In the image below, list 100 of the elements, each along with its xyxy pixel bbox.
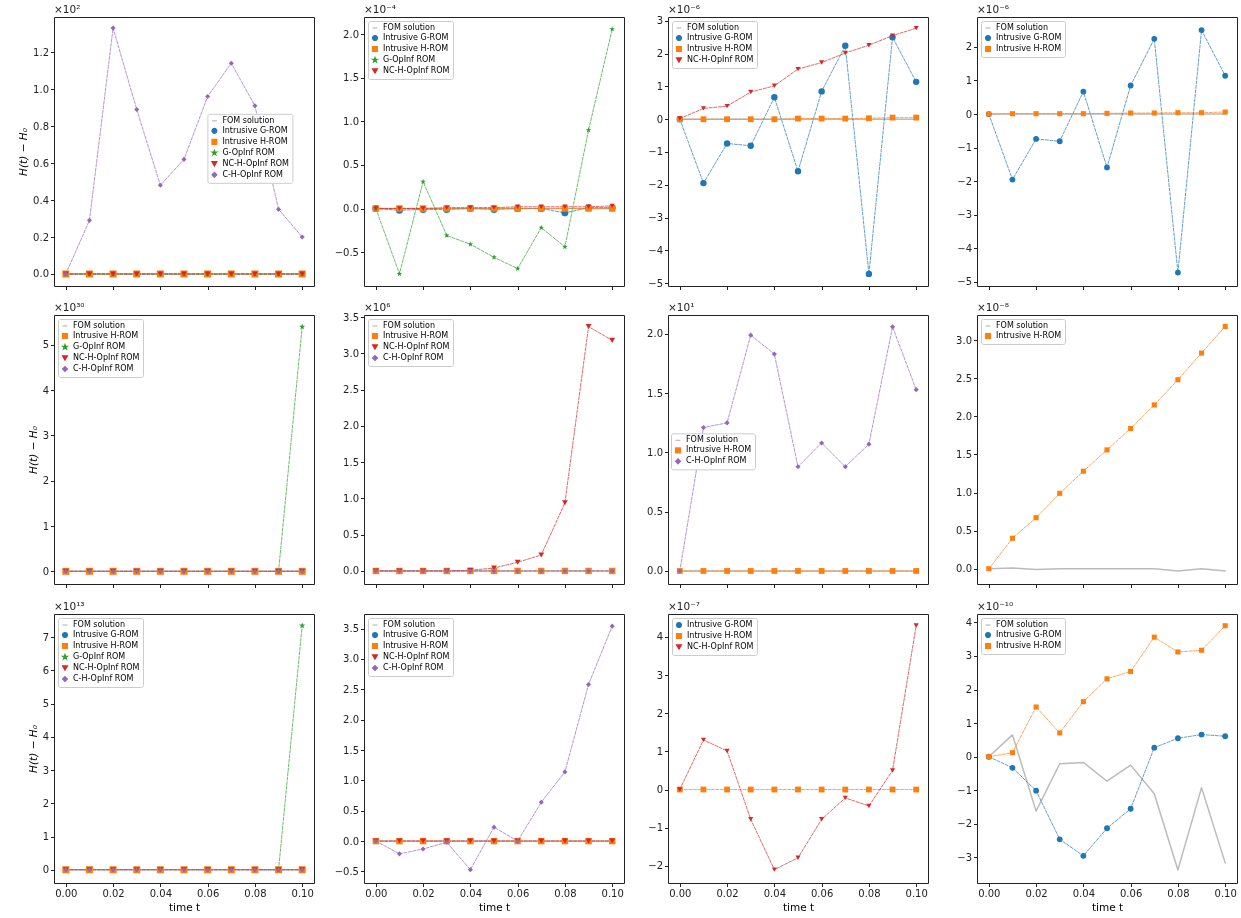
text: ×10¹³ bbox=[54, 600, 85, 612]
y-tick-label: 0 bbox=[965, 108, 972, 120]
legend-label: Intrusive G-ROM bbox=[383, 33, 449, 42]
text: ×10⁻⁶ bbox=[977, 3, 1009, 15]
y-tick-label: 0 bbox=[42, 864, 49, 876]
y-tick-label: 1.0 bbox=[33, 83, 49, 95]
y-tick-label: 2 bbox=[656, 707, 663, 719]
y-tick-label: 2 bbox=[965, 684, 972, 696]
y-tick-label: 2.5 bbox=[343, 683, 359, 695]
legend-label: Intrusive H-ROM bbox=[996, 44, 1062, 53]
y-tick-label: 2 bbox=[656, 48, 663, 60]
y-tick-label: 0.8 bbox=[33, 120, 49, 132]
legend-label: FOM solution bbox=[383, 321, 436, 330]
y-tick-label: 3.0 bbox=[343, 347, 359, 359]
x-tick-label: 0.10 bbox=[1214, 888, 1237, 899]
text: ×10⁻¹⁰ bbox=[977, 600, 1014, 612]
y-tick-label: −4 bbox=[648, 244, 663, 256]
legend-label: NC-H-OpInf ROM bbox=[73, 353, 140, 362]
y-tick-label: 4 bbox=[965, 616, 972, 628]
x-tick-label: 0.04 bbox=[459, 888, 482, 899]
y-tick-label: 3 bbox=[656, 15, 663, 27]
x-tick-label: 0.02 bbox=[412, 888, 435, 899]
text: ×10² bbox=[54, 3, 81, 15]
y-tick-label: 1.0 bbox=[647, 446, 663, 458]
legend-label: Intrusive H-ROM bbox=[687, 631, 753, 640]
x-tick-label: 0.00 bbox=[669, 888, 692, 899]
y-tick-label: 0.5 bbox=[343, 529, 359, 541]
legend-label: C-H-OpInf ROM bbox=[686, 456, 747, 466]
y-tick-label: 3 bbox=[656, 669, 663, 681]
legend-label: NC-H-OpInf ROM bbox=[383, 342, 450, 351]
y-tick-label: −0.5 bbox=[334, 865, 359, 877]
legend-label: G-OpInf ROM bbox=[73, 342, 126, 351]
legend-label: C-H-OpInf ROM bbox=[383, 663, 444, 672]
y-tick-label: 3 bbox=[42, 429, 49, 441]
legend-label: Intrusive H-ROM bbox=[996, 331, 1062, 340]
y-tick-label: 0.4 bbox=[33, 194, 49, 206]
x-tick-label: 0.08 bbox=[554, 888, 577, 899]
legend-label: FOM solution bbox=[383, 620, 436, 629]
legend-label: NC-H-OpInf ROM bbox=[73, 663, 140, 672]
y-tick-label: 3.5 bbox=[343, 623, 359, 635]
text: ×10¹ bbox=[668, 301, 695, 313]
y-tick-label: 6 bbox=[42, 664, 49, 676]
x-axis-title: time t bbox=[1091, 901, 1124, 913]
legend-label: FOM solution bbox=[73, 620, 126, 629]
legend-label: C-H-OpInf ROM bbox=[73, 674, 134, 683]
legend-label: FOM solution bbox=[222, 115, 275, 125]
legend-label: NC-H-OpInf ROM bbox=[383, 66, 450, 75]
y-tick-label: 1 bbox=[965, 717, 972, 729]
y-tick-label: 1 bbox=[656, 745, 663, 757]
y-tick-label: 5 bbox=[42, 339, 49, 351]
text: ×10³⁰ bbox=[54, 301, 85, 313]
text: ×10⁻⁶ bbox=[668, 3, 700, 15]
text: ×10⁻⁴ bbox=[364, 3, 396, 15]
y-tick-label: 0 bbox=[656, 784, 663, 796]
legend-label: FOM solution bbox=[687, 23, 740, 32]
legend-label: FOM solution bbox=[996, 620, 1049, 629]
text: ×10⁶ bbox=[364, 301, 391, 313]
x-tick-label: 0.00 bbox=[55, 888, 78, 899]
x-tick-label: 0.10 bbox=[291, 888, 314, 899]
legend-label: C-H-OpInf ROM bbox=[73, 364, 134, 373]
text: ×10⁻⁷ bbox=[668, 600, 700, 612]
legend-label: Intrusive H-ROM bbox=[383, 331, 449, 340]
y-tick-label: 1 bbox=[656, 80, 663, 92]
y-tick-label: 2.0 bbox=[647, 328, 663, 340]
y-tick-label: 0.5 bbox=[343, 805, 359, 817]
legend-label: FOM solution bbox=[383, 23, 436, 32]
legend-label: G-OpInf ROM bbox=[383, 55, 436, 64]
y-tick-label: 1.0 bbox=[343, 492, 359, 504]
x-tick-label: 0.08 bbox=[1167, 888, 1190, 899]
y-axis-title: H(t) − H₀ bbox=[26, 724, 39, 773]
y-tick-label: 1.0 bbox=[343, 774, 359, 786]
y-tick-label: −3 bbox=[957, 209, 972, 221]
y-tick-label: 3 bbox=[42, 764, 49, 776]
legend-label: NC-H-OpInf ROM bbox=[687, 642, 754, 651]
x-tick-label: 0.00 bbox=[365, 888, 388, 899]
y-axis-title: H(t) − H₀ bbox=[17, 127, 30, 176]
y-tick-label: 0.0 bbox=[956, 563, 972, 575]
legend-label: Intrusive G-ROM bbox=[73, 630, 139, 639]
y-tick-label: 0.5 bbox=[647, 506, 663, 518]
y-tick-label: 3.5 bbox=[343, 311, 359, 323]
legend-label: FOM solution bbox=[686, 435, 739, 445]
x-tick-label: 0.06 bbox=[811, 888, 834, 899]
y-tick-label: 2 bbox=[42, 475, 49, 487]
x-tick-label: 0.06 bbox=[507, 888, 530, 899]
x-axis-title: time t bbox=[168, 901, 201, 913]
y-tick-label: 0.2 bbox=[33, 231, 49, 243]
x-tick-label: 0.04 bbox=[149, 888, 172, 899]
y-tick-label: −2 bbox=[957, 175, 972, 187]
x-tick-label: 0.04 bbox=[763, 888, 786, 899]
y-tick-label: −0.5 bbox=[334, 246, 359, 258]
y-axis-title: H(t) − H₀ bbox=[26, 425, 39, 474]
y-tick-label: 2.0 bbox=[343, 28, 359, 40]
y-tick-label: −4 bbox=[957, 242, 972, 254]
legend-label: NC-H-OpInf ROM bbox=[687, 55, 754, 64]
legend-label: C-H-OpInf ROM bbox=[383, 353, 444, 362]
legend-label: FOM solution bbox=[73, 321, 126, 330]
y-tick-label: −1 bbox=[648, 822, 663, 834]
y-tick-label: 2.5 bbox=[343, 384, 359, 396]
legend-label: Intrusive H-ROM bbox=[996, 641, 1062, 650]
y-tick-label: −1 bbox=[957, 142, 972, 154]
